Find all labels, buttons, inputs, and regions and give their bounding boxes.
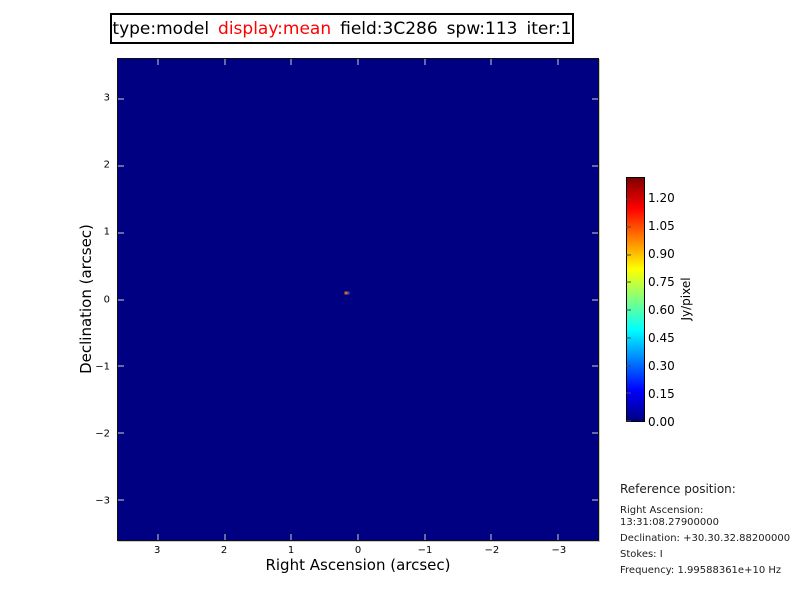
x-tick-mark-top: [290, 59, 292, 65]
x-tick-label: 2: [220, 545, 228, 556]
x-tick-label: −1: [417, 545, 433, 556]
colorbar-tick-label: 0.45: [648, 331, 675, 346]
colorbar-tick-mark: [626, 392, 631, 394]
source-pixel: [344, 291, 348, 295]
y-tick-label: 2: [103, 159, 110, 171]
reference-position-block: Reference position: Right Ascension: 13:…: [620, 482, 800, 581]
y-tick-labels: 3 2 1 0 −1 −2 −3: [56, 58, 110, 541]
y-tick-label: −3: [95, 495, 110, 507]
colorbar-tick-label: 1.20: [648, 191, 675, 206]
colorbar-tick-label: 0.60: [648, 303, 675, 318]
x-tick-mark-top: [157, 59, 159, 65]
y-tick-mark-left: [118, 299, 124, 300]
y-tick-label: −2: [95, 428, 110, 440]
colorbar-unit-label: Jy/pixel: [679, 277, 693, 321]
y-tick-mark-right: [592, 499, 598, 501]
x-tick-label: −2: [484, 545, 500, 556]
source-pixel: [347, 291, 350, 295]
colorbar-tick-mark: [626, 365, 631, 367]
title-segment: spw:113: [446, 18, 518, 39]
colorbar-tick-mark: [626, 254, 631, 256]
x-tick-mark-top: [224, 59, 226, 65]
colorbar-tick-label: 0.00: [648, 415, 675, 429]
reference-declination: Declination: +30.30.32.88200000: [620, 533, 791, 544]
x-tick-mark-top: [557, 59, 559, 65]
x-tick-mark-top: [357, 59, 359, 65]
colorbar-tick-mark: [626, 420, 631, 422]
y-tick-mark-left: [118, 432, 124, 434]
reference-right-ascension: Right Ascension: 13:31:08.27900000: [620, 505, 719, 528]
y-tick-mark-right: [592, 432, 598, 434]
x-tick-label: −3: [551, 545, 567, 556]
x-tick-mark-top: [490, 59, 492, 65]
y-tick-label: 3: [103, 92, 110, 104]
title-segment: type:model: [112, 18, 210, 39]
colorbar-tick-mark: [626, 198, 631, 200]
reference-frequency: Frequency: 1.99588361e+10 Hz: [620, 565, 782, 576]
title-segment: field:3C286: [340, 18, 438, 39]
y-tick-mark-left: [118, 165, 124, 167]
x-tick-mark-top: [424, 59, 426, 65]
colorbar-tick-labels: 1.20 1.05 0.90 0.75 0.60 0.45 0.30 0.15 0.00: [648, 177, 690, 429]
y-tick-label: 0: [103, 294, 110, 305]
colorbar-tick-mark: [626, 226, 631, 228]
y-tick-mark-left: [118, 232, 124, 234]
plot-title-box: type:model display:mean field:3C286 spw:113…: [110, 13, 574, 44]
colorbar-tick-mark: [626, 337, 631, 339]
colorbar-tick-label: 0.15: [648, 387, 675, 402]
colorbar-tick-mark: [626, 281, 631, 283]
y-tick-label: 1: [103, 226, 110, 238]
x-tick-labels: 3 2 1 0 −1 −2 −3: [117, 545, 599, 557]
title-segment: iter:1: [526, 18, 572, 39]
colorbar: [626, 177, 645, 422]
colorbar-tick-label: 0.75: [648, 275, 675, 290]
y-tick-label: −1: [95, 361, 110, 373]
y-tick-mark-left: [118, 98, 124, 100]
x-tick-label: 0: [354, 545, 362, 556]
model-source-point: [344, 291, 350, 295]
y-tick-mark-left: [118, 499, 124, 501]
x-tick-mark-bottom: [290, 534, 292, 540]
y-tick-mark-right: [592, 165, 598, 167]
colorbar-tick-label: 1.05: [648, 219, 675, 234]
y-tick-mark-left: [118, 365, 124, 367]
x-tick-mark-bottom: [424, 534, 426, 540]
y-axis-label: Declination (arcsec): [77, 224, 95, 374]
colorbar-tick-label: 0.30: [648, 359, 675, 374]
x-tick-mark-bottom: [490, 534, 492, 540]
colorbar-tick-mark: [626, 309, 631, 311]
y-tick-mark-right: [592, 299, 598, 300]
x-tick-label: 1: [287, 545, 295, 556]
x-tick-mark-bottom: [224, 534, 226, 540]
y-tick-mark-right: [592, 365, 598, 367]
colorbar-tick-label: 0.90: [648, 247, 675, 262]
plot-area: [117, 58, 599, 541]
x-tick-mark-bottom: [157, 534, 159, 540]
x-axis-label: Right Ascension (arcsec): [265, 556, 451, 574]
y-tick-mark-right: [592, 232, 598, 234]
x-tick-label: 3: [153, 545, 161, 556]
reference-stokes: Stokes: I: [620, 549, 663, 560]
x-tick-mark-bottom: [557, 534, 559, 540]
reference-heading: Reference position:: [620, 482, 736, 496]
title-segment: display:mean: [218, 18, 332, 39]
x-tick-mark-bottom: [357, 534, 359, 540]
y-tick-mark-right: [592, 98, 598, 100]
